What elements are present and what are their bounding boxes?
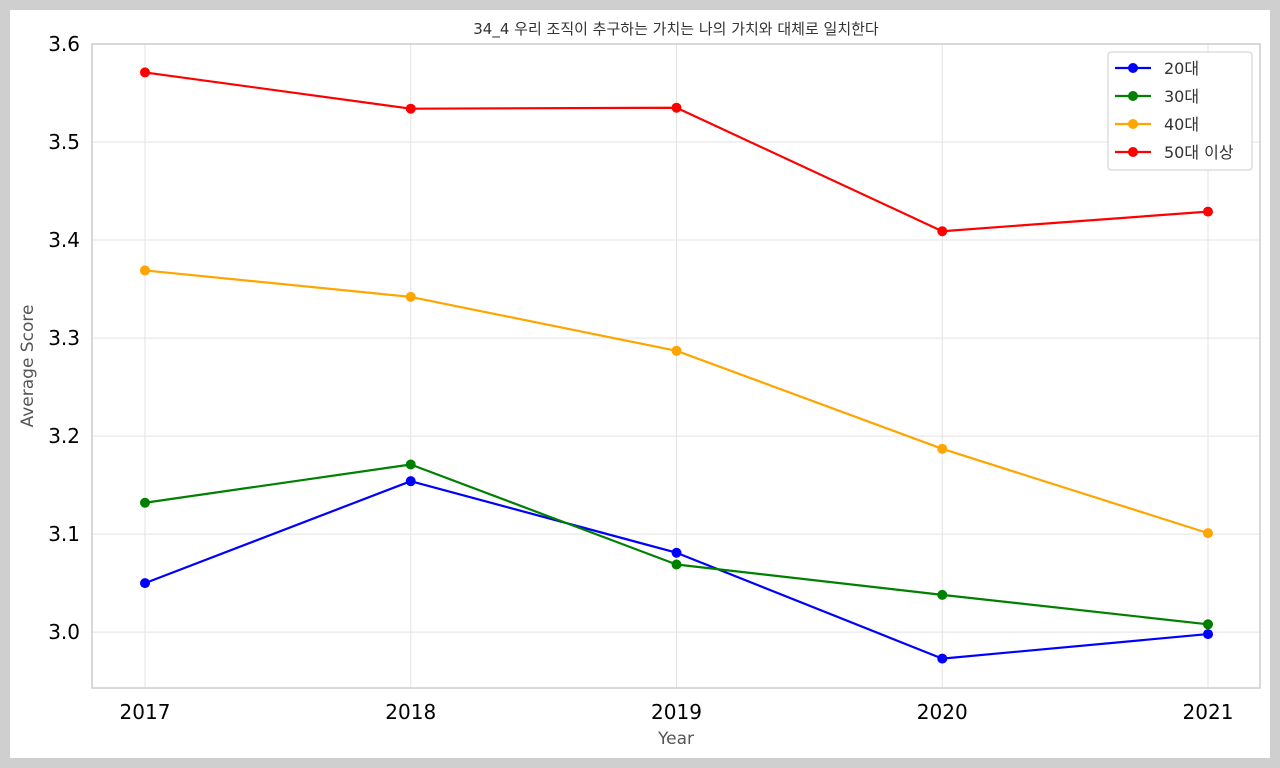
series-4 (140, 67, 1213, 237)
legend-swatch-marker (1128, 63, 1138, 73)
data-point (671, 559, 682, 570)
legend-entry: 40대 (1115, 115, 1199, 134)
legend-entry: 50대 이상 (1115, 143, 1234, 162)
data-point (140, 578, 150, 589)
x-axis-label: Year (657, 729, 694, 749)
x-tick-label: 2017 (120, 700, 171, 724)
y-tick-label: 3.2 (48, 424, 80, 448)
y-tick-label: 3.6 (48, 32, 80, 56)
data-point (140, 67, 150, 78)
legend-label: 50대 이상 (1164, 143, 1234, 162)
legend-entry: 20대 (1115, 59, 1199, 78)
x-tick-label: 2019 (651, 700, 702, 724)
data-point (671, 345, 682, 356)
y-tick-labels: 3.0 3.1 3.2 3.3 3.4 3.5 3.6 (48, 32, 80, 644)
legend-label: 40대 (1164, 115, 1199, 134)
data-point (1203, 619, 1213, 630)
chart-title: 34_4 우리 조직이 추구하는 가치는 나의 가치와 대체로 일치한다 (473, 20, 879, 39)
y-tick-label: 3.3 (48, 326, 80, 350)
series-2 (140, 459, 1213, 630)
x-tick-labels: 2017 2018 2019 2020 2021 (120, 700, 1234, 724)
data-point (405, 476, 416, 487)
legend-entry: 30대 (1115, 87, 1199, 106)
legend-swatch-marker (1128, 147, 1138, 157)
data-point (140, 497, 150, 508)
data-point (405, 291, 416, 302)
data-point (937, 589, 948, 600)
legend-swatch-marker (1128, 91, 1138, 101)
line-chart: 34_4 우리 조직이 추구하는 가치는 나의 가치와 대체로 일치한다 3.0… (18, 20, 1261, 749)
data-point (405, 459, 416, 470)
grid (92, 43, 1260, 688)
legend: 20대 30대 40대 50대 이상 (1107, 51, 1253, 171)
legend-swatch-marker (1128, 119, 1138, 129)
data-point (1203, 528, 1213, 539)
y-tick-label: 3.5 (48, 130, 80, 154)
x-tick-label: 2018 (385, 700, 436, 724)
x-tick-label: 2021 (1183, 700, 1234, 724)
data-point (140, 265, 150, 276)
data-point (937, 443, 948, 454)
data-point (671, 102, 682, 113)
data-point (937, 226, 948, 237)
x-tick-label: 2020 (917, 700, 968, 724)
legend-label: 30대 (1164, 87, 1199, 106)
chart-frame: 34_4 우리 조직이 추구하는 가치는 나의 가치와 대체로 일치한다 3.0… (10, 10, 1270, 758)
legend-box (1107, 51, 1253, 171)
series-layer (140, 67, 1213, 664)
data-point (405, 103, 416, 114)
data-point (937, 653, 948, 664)
data-point (1203, 629, 1213, 640)
legend-label: 20대 (1164, 59, 1199, 78)
y-tick-label: 3.0 (48, 620, 80, 644)
y-tick-label: 3.1 (48, 522, 80, 546)
data-point (671, 547, 682, 558)
series-3 (140, 265, 1213, 539)
plot-border (91, 43, 1261, 689)
y-tick-label: 3.4 (48, 228, 80, 252)
data-point (1203, 206, 1213, 217)
series-1 (140, 476, 1213, 664)
y-axis-label: Average Score (18, 305, 38, 428)
